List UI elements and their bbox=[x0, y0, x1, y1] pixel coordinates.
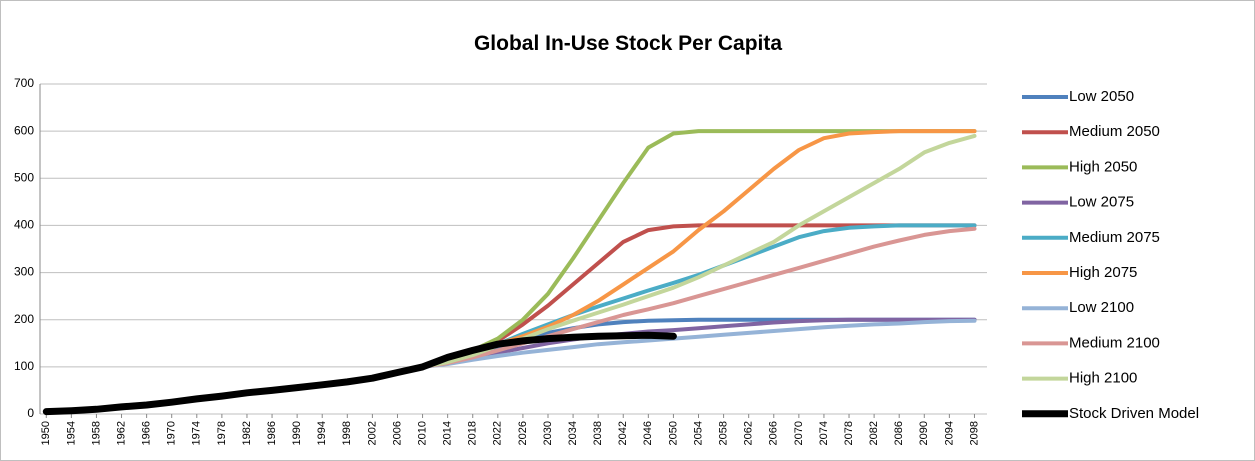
x-tick-label: 1978 bbox=[216, 421, 228, 445]
y-tick-label: 300 bbox=[14, 265, 34, 279]
x-tick-label: 2006 bbox=[391, 421, 403, 445]
legend-label: High 2100 bbox=[1069, 370, 1137, 387]
y-tick-label: 600 bbox=[14, 123, 34, 137]
x-tick-label: 2034 bbox=[567, 421, 579, 445]
x-tick-label: 2030 bbox=[542, 421, 554, 445]
x-tick-label: 2066 bbox=[768, 421, 780, 445]
x-tick-label: 1958 bbox=[90, 421, 102, 445]
x-tick-label: 2054 bbox=[692, 421, 704, 445]
x-tick-label: 2046 bbox=[642, 421, 654, 445]
x-tick-label: 1994 bbox=[316, 421, 328, 445]
legend-label: Medium 2050 bbox=[1069, 123, 1160, 140]
chart-title: Global In-Use Stock Per Capita bbox=[474, 32, 782, 55]
legend-label: Low 2100 bbox=[1069, 299, 1134, 316]
x-tick-label: 1990 bbox=[291, 421, 303, 445]
x-tick-label: 2022 bbox=[492, 421, 504, 445]
x-tick-label: 2058 bbox=[718, 421, 730, 445]
x-tick-label: 2026 bbox=[517, 421, 529, 445]
legend-label: High 2050 bbox=[1069, 158, 1137, 175]
y-tick-label: 400 bbox=[14, 218, 34, 232]
x-tick-label: 1962 bbox=[115, 421, 127, 445]
series-line bbox=[42, 331, 677, 416]
y-tick-label: 500 bbox=[14, 170, 34, 184]
legend-label: Stock Driven Model bbox=[1069, 405, 1199, 422]
x-tick-label: 2086 bbox=[893, 421, 905, 445]
legend-label: High 2075 bbox=[1069, 264, 1137, 281]
y-tick-label: 200 bbox=[14, 312, 34, 326]
x-tick-label: 1986 bbox=[266, 421, 278, 445]
x-tick-label: 2082 bbox=[868, 421, 880, 445]
x-tick-label: 2050 bbox=[667, 421, 679, 445]
x-tick-label: 1982 bbox=[241, 421, 253, 445]
x-tick-label: 2014 bbox=[442, 421, 454, 445]
series-line bbox=[420, 318, 977, 369]
legend-label: Medium 2100 bbox=[1069, 334, 1160, 351]
x-tick-label: 1974 bbox=[191, 421, 203, 445]
legend-label: Medium 2075 bbox=[1069, 229, 1160, 246]
x-tick-label: 2010 bbox=[416, 421, 428, 445]
x-tick-label: 2074 bbox=[818, 421, 830, 445]
legend-label: Low 2075 bbox=[1069, 194, 1134, 211]
legend-label: Low 2050 bbox=[1069, 88, 1134, 105]
x-tick-label: 1954 bbox=[65, 421, 77, 445]
x-tick-label: 2090 bbox=[918, 421, 930, 445]
y-tick-label: 100 bbox=[14, 359, 34, 373]
y-tick-label: 700 bbox=[14, 76, 34, 90]
x-tick-label: 1950 bbox=[40, 421, 52, 445]
series-line bbox=[420, 226, 977, 369]
series-line bbox=[420, 317, 977, 369]
x-tick-label: 2070 bbox=[793, 421, 805, 445]
x-tick-label: 1966 bbox=[141, 421, 153, 445]
x-tick-label: 2098 bbox=[968, 421, 980, 445]
x-tick-label: 2018 bbox=[467, 421, 479, 445]
x-tick-label: 2062 bbox=[743, 421, 755, 445]
x-tick-label: 2078 bbox=[843, 421, 855, 445]
x-tick-label: 1970 bbox=[166, 421, 178, 445]
x-tick-label: 2094 bbox=[943, 421, 955, 445]
y-tick-label: 0 bbox=[27, 406, 34, 420]
x-tick-label: 1998 bbox=[341, 421, 353, 445]
x-tick-label: 2042 bbox=[617, 421, 629, 445]
x-tick-label: 2038 bbox=[592, 421, 604, 445]
x-tick-label: 2002 bbox=[366, 421, 378, 445]
